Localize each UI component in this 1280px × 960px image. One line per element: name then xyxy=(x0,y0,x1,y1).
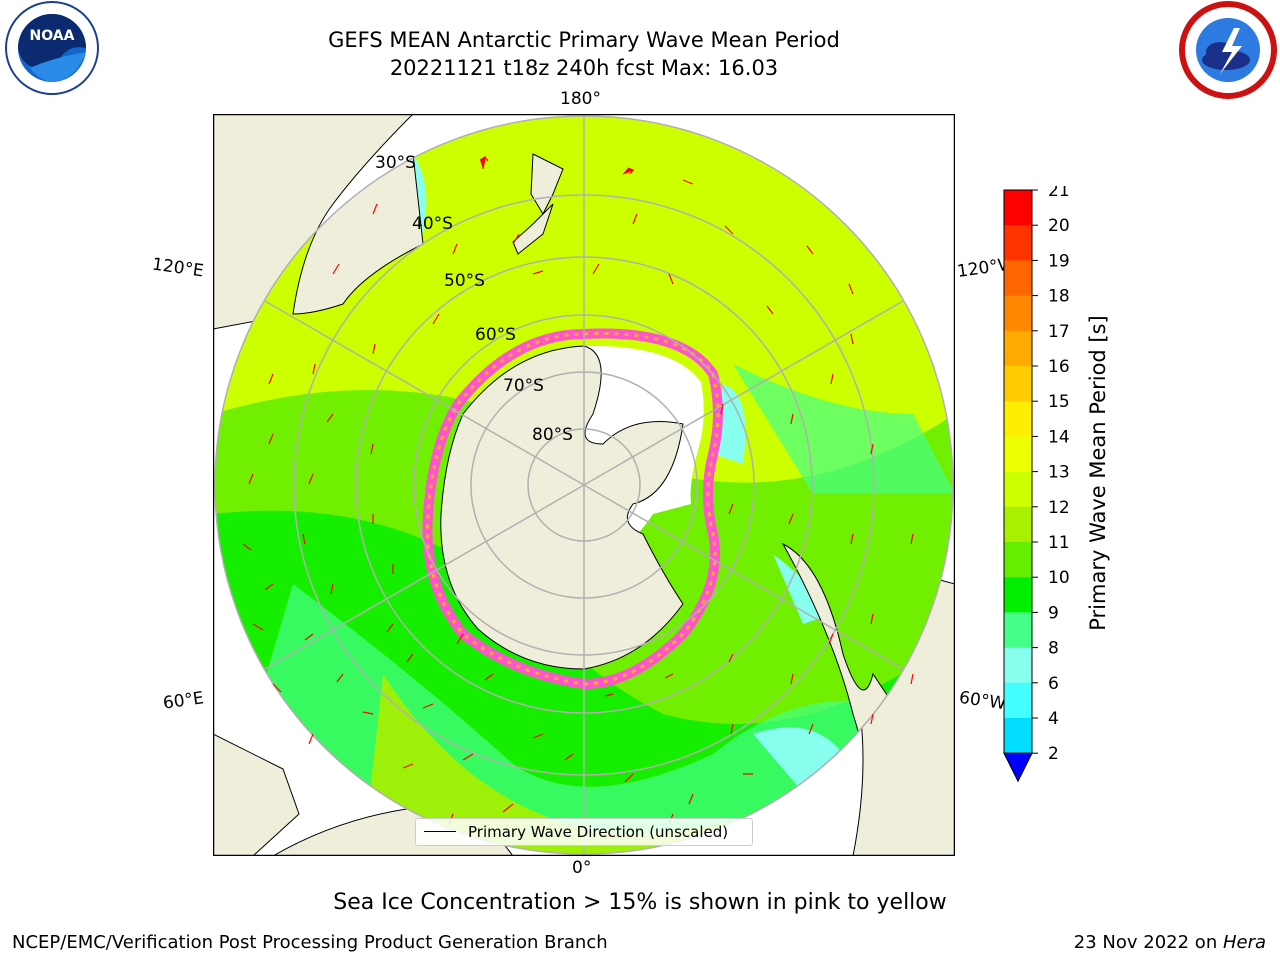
colorbar-tick-label: 2 xyxy=(1048,744,1059,764)
footer-credit: NCEP/EMC/Verification Post Processing Pr… xyxy=(12,932,608,953)
colorbar: 21 20 19 18 17 16 15 14 13 12 11 10 9 8 6 4 2 xyxy=(1000,181,1120,786)
colorbar-extend-arrow xyxy=(1003,752,1033,783)
footer-date-text: 23 Nov 2022 on xyxy=(1073,932,1223,953)
legend-line-icon xyxy=(424,831,456,832)
svg-text:NOAA: NOAA xyxy=(30,28,75,44)
lat-label-50s: 50°S xyxy=(444,271,485,291)
colorbar-segment xyxy=(1004,682,1032,719)
colorbar-tick-label: 16 xyxy=(1048,357,1070,377)
lat-label-30s: 30°S xyxy=(375,153,416,173)
nws-logo-icon xyxy=(1176,0,1280,104)
colorbar-tick-label: 10 xyxy=(1048,568,1070,588)
colorbar-segment xyxy=(1004,647,1032,684)
colorbar-tick-label: 11 xyxy=(1048,533,1070,553)
colorbar-label: Primary Wave Mean Period [s] xyxy=(1086,315,1110,631)
legend-label: Primary Wave Direction (unscaled) xyxy=(468,823,729,841)
colorbar-segment xyxy=(1004,436,1032,473)
chart-subtitle: 20221121 t18z 240h fcst Max: 16.03 xyxy=(389,56,779,80)
colorbar-tick-label: 8 xyxy=(1048,639,1059,659)
colorbar-tick-label: 20 xyxy=(1048,216,1070,236)
colorbar-segment xyxy=(1004,506,1032,543)
chart-title: GEFS MEAN Antarctic Primary Wave Mean Pe… xyxy=(328,28,840,52)
lon-label-60e: 60°E xyxy=(161,688,206,714)
colorbar-tick-label: 6 xyxy=(1048,674,1059,694)
colorbar-segment xyxy=(1004,577,1032,613)
lat-label-60s: 60°S xyxy=(475,325,516,345)
colorbar-tick-label: 15 xyxy=(1048,392,1070,412)
colorbar-segment xyxy=(1004,612,1032,649)
footer-system: Hera xyxy=(1222,932,1266,953)
lon-label-0: 0° xyxy=(572,858,592,878)
colorbar-tick-label: 17 xyxy=(1048,322,1070,342)
antarctic-map xyxy=(213,114,955,856)
colorbar-segment xyxy=(1004,225,1032,261)
colorbar-tick-label: 18 xyxy=(1048,287,1070,307)
colorbar-segment xyxy=(1004,718,1032,754)
lon-label-180: 180° xyxy=(560,89,601,109)
sea-ice-note: Sea Ice Concentration > 15% is shown in … xyxy=(333,890,947,915)
lat-label-40s: 40°S xyxy=(412,214,453,234)
lon-label-120e: 120°E xyxy=(150,254,205,282)
colorbar-tick-label: 13 xyxy=(1048,463,1070,483)
colorbar-tick-label: 14 xyxy=(1048,427,1070,447)
colorbar-segment xyxy=(1004,260,1032,297)
colorbar-tick-label: 21 xyxy=(1048,186,1070,201)
colorbar-segment xyxy=(1004,542,1032,578)
colorbar-tick-label: 9 xyxy=(1048,603,1059,623)
colorbar-segment xyxy=(1004,295,1032,332)
colorbar-tick-label: 4 xyxy=(1048,709,1059,729)
colorbar-tick-label: 19 xyxy=(1048,251,1070,271)
colorbar-segment xyxy=(1004,190,1032,226)
colorbar-segment xyxy=(1004,401,1032,437)
footer-date: 23 Nov 2022 on Hera xyxy=(1074,932,1266,953)
colorbar-segment xyxy=(1004,330,1032,367)
colorbar-segment xyxy=(1004,366,1032,402)
noaa-logo-icon: NOAA xyxy=(0,0,104,104)
colorbar-segment xyxy=(1004,471,1032,508)
lat-label-70s: 70°S xyxy=(503,376,544,396)
map-legend: Primary Wave Direction (unscaled) xyxy=(415,818,753,846)
colorbar-tick-label: 12 xyxy=(1048,498,1070,518)
lat-label-80s: 80°S xyxy=(532,425,573,445)
